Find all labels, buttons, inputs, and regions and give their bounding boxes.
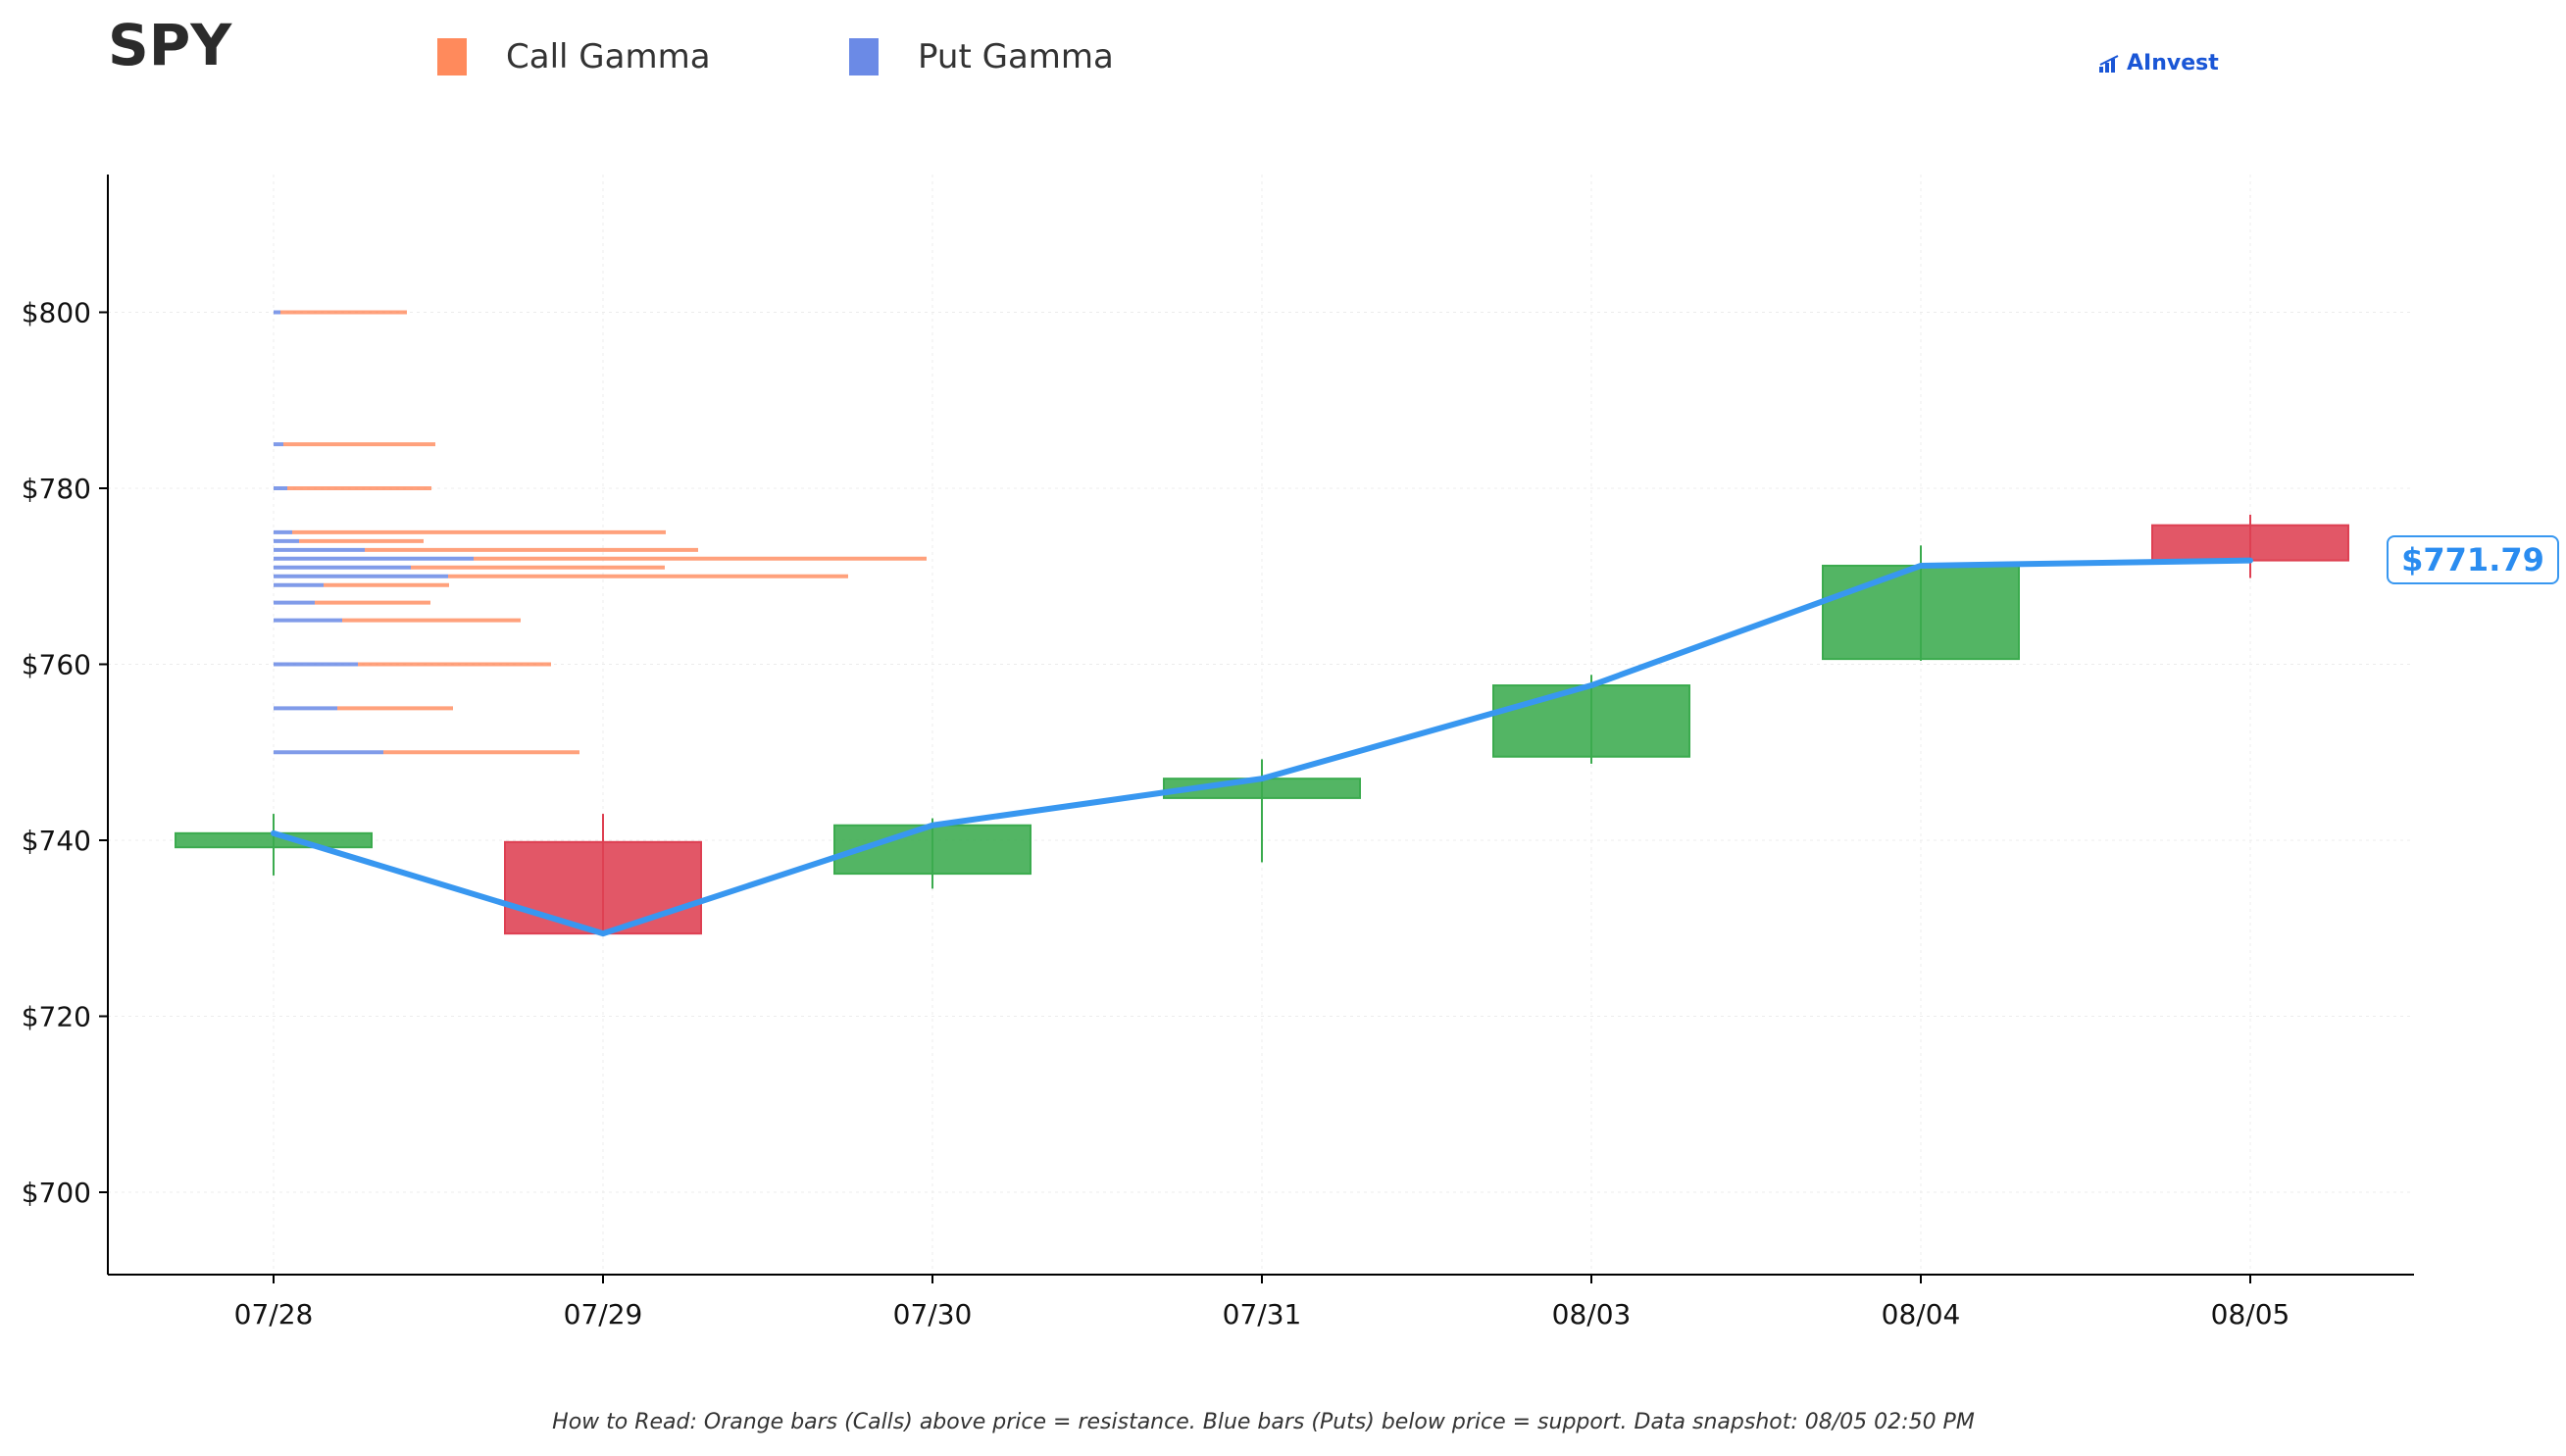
legend-call-gamma: Call Gamma	[437, 37, 711, 76]
y-tick-label: $760	[22, 649, 91, 681]
x-tick-label: 07/31	[1223, 1298, 1302, 1330]
chart-footnote: How to Read: Orange bars (Calls) above p…	[552, 1410, 1975, 1434]
y-tick-label: $720	[22, 1001, 91, 1033]
x-tick-label: 08/03	[1552, 1298, 1632, 1330]
x-tick-label: 08/04	[1882, 1298, 1961, 1330]
candle-body	[2151, 524, 2349, 562]
x-tick-label: 07/29	[564, 1298, 643, 1330]
legend-call-swatch	[437, 38, 467, 75]
brand-logo: AInvest	[2098, 51, 2219, 75]
y-tick-label: $700	[22, 1177, 91, 1209]
last-price-badge: $771.79	[2387, 535, 2559, 584]
candlestick-chart: $700 $720 $740 $760 $780 $800 07/28 07/29 07/30 0…	[22, 175, 2414, 1330]
y-tick-label: $800	[22, 297, 91, 329]
y-tick-label: $740	[22, 825, 91, 857]
close-price-line	[271, 557, 2253, 937]
x-tick-label: 07/30	[893, 1298, 973, 1330]
legend-put-label: Put Gamma	[918, 37, 1114, 76]
legend-put-swatch	[849, 38, 879, 75]
candle-body	[1822, 564, 2020, 661]
ticker-title: SPY	[108, 12, 232, 78]
y-tick-label: $780	[22, 473, 91, 505]
candle-body	[1492, 684, 1690, 758]
legend-put-gamma: Put Gamma	[849, 37, 1114, 76]
candle-body	[504, 840, 702, 935]
legend-call-label: Call Gamma	[506, 37, 711, 76]
brand-name: AInvest	[2127, 51, 2219, 75]
x-tick-label: 08/05	[2211, 1298, 2290, 1330]
brand-chart-icon	[2099, 54, 2119, 73]
x-tick-label: 07/28	[234, 1298, 314, 1330]
